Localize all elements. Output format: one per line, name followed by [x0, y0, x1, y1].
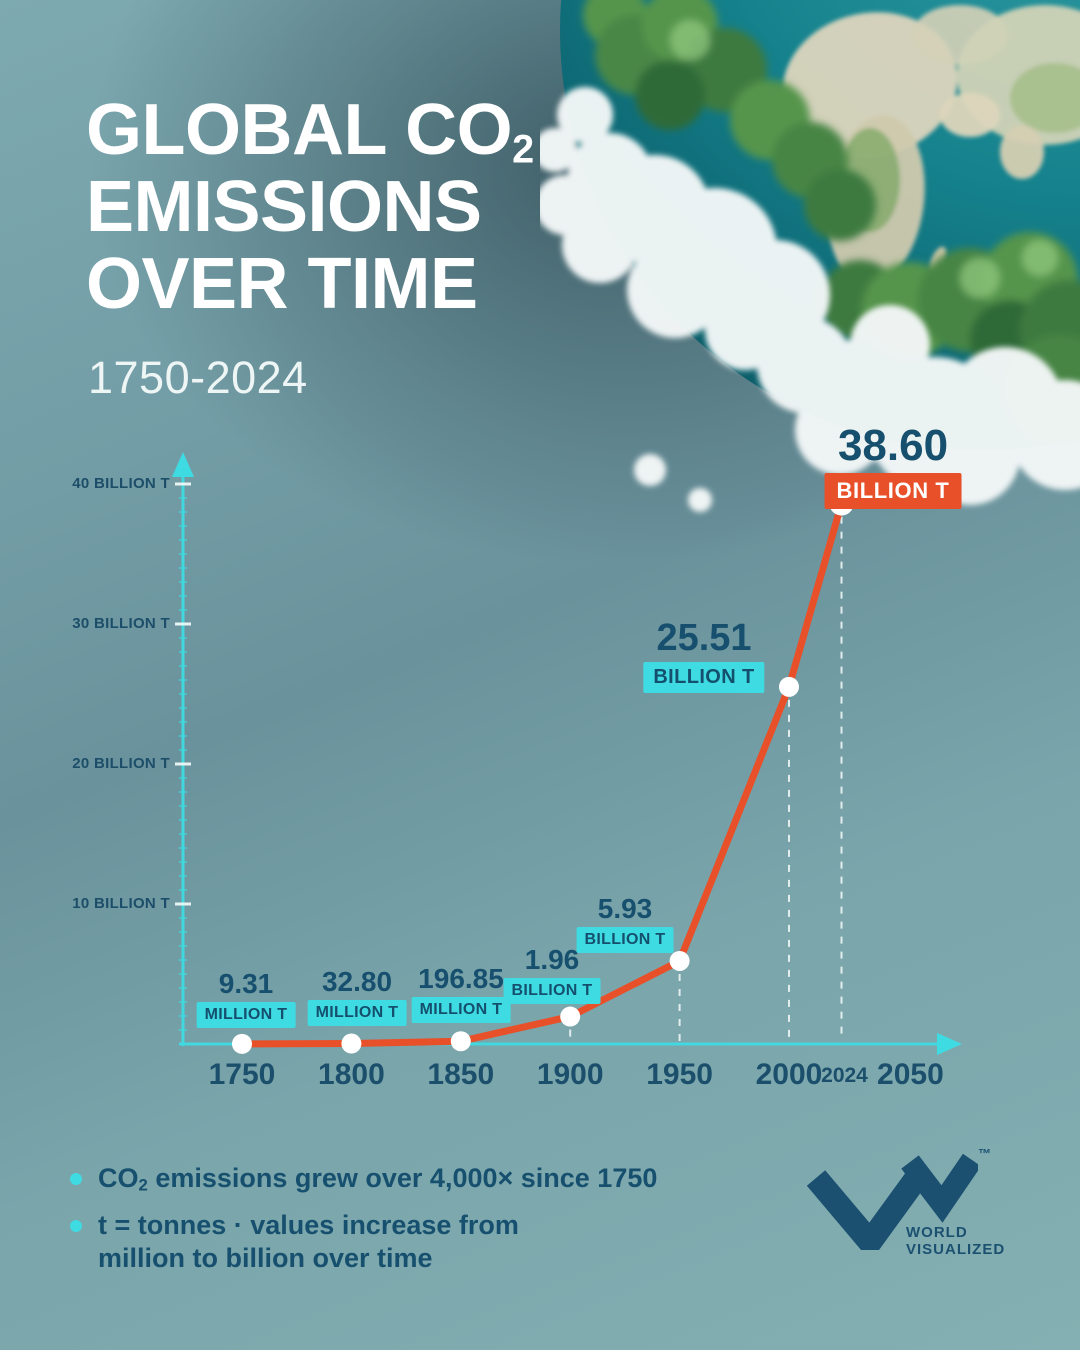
value-text: 196.85 [418, 963, 504, 994]
x-tick-label: 2024 [821, 1064, 868, 1087]
value-text: 32.80 [321, 966, 393, 997]
earth-illustration [540, 0, 1080, 512]
note1-text: emissions grew over 4,000× since 1750 [147, 1163, 658, 1193]
data-point-dot [450, 1031, 471, 1052]
value-text: 25.51 [656, 617, 752, 659]
title-line-2: EMISSIONS [86, 167, 482, 247]
unit-badge: BILLION T [503, 978, 601, 1004]
data-point-label: 9.31 MILLION T [196, 968, 296, 1028]
data-point-dot [232, 1033, 252, 1054]
x-axis-arrow-icon [937, 1033, 962, 1055]
note1-subscript: 2 [138, 1175, 148, 1195]
data-point-dot [341, 1033, 362, 1054]
title-line-3: OVER TIME [86, 244, 478, 324]
data-point-label: 32.80 MILLION T [307, 966, 407, 1026]
note1-prefix: CO [98, 1163, 139, 1193]
x-tick-label: 2050 [877, 1058, 944, 1091]
data-point-dot [779, 676, 799, 697]
note2-line1: t = tonnes · values increase from [98, 1210, 519, 1240]
title-line1-text: GLOBAL CO [86, 90, 513, 170]
x-tick-label: 1950 [646, 1058, 713, 1091]
cloud-blobs [540, 87, 1080, 512]
y-tick-label: 20 BILLION T [72, 755, 170, 772]
x-tick-label: 1850 [427, 1058, 495, 1091]
trademark-symbol: ™ [978, 1146, 991, 1161]
page-title: GLOBAL CO2 EMISSIONS OVER TIME [86, 92, 534, 323]
value-text: 5.93 [597, 893, 653, 924]
data-point-dot [560, 1006, 581, 1027]
note2-line2: million to billion over time [98, 1243, 433, 1273]
data-point-label: 25.51 BILLION T [643, 617, 765, 693]
x-tick-label: 1900 [536, 1058, 604, 1091]
note-item-growth: CO2 emissions grew over 4,000× since 175… [70, 1162, 657, 1195]
value-text: 9.31 [218, 968, 274, 999]
brand-name: WORLD VISUALIZED [906, 1224, 1005, 1258]
value-text: 1.96 [524, 944, 580, 975]
title-subscript: 2 [512, 127, 534, 172]
unit-badge: MILLION T [411, 997, 511, 1023]
data-point-label: 196.85 MILLION T [411, 963, 511, 1023]
unit-badge: MILLION T [196, 1002, 296, 1028]
y-tick-label: 40 BILLION T [72, 475, 170, 492]
y-tick-label: 10 BILLION T [72, 895, 170, 912]
brand-name-line1: WORLD [906, 1224, 968, 1241]
note-item-units: t = tonnes · values increase from millio… [70, 1209, 657, 1275]
unit-badge: BILLION T [576, 927, 674, 953]
subtitle-years: 1750-2024 [88, 352, 308, 403]
x-tick-label: 2000 [755, 1058, 823, 1091]
wv-monogram-icon [806, 1153, 982, 1262]
brand-name-line2: VISUALIZED [906, 1241, 1006, 1258]
emissions-line [238, 500, 846, 1048]
data-point-label: 1.96 BILLION T [503, 944, 601, 1004]
brand-logo: ™ WORLD VISUALIZED [806, 1146, 1036, 1266]
bullet-dot [70, 1220, 82, 1232]
bullet-dot [70, 1173, 82, 1185]
footer-notes: CO2 emissions grew over 4,000× since 175… [70, 1162, 657, 1289]
x-tick-label: 1800 [318, 1058, 385, 1091]
y-axis-arrow-icon [172, 452, 194, 477]
continent-shapes [782, 5, 1080, 285]
unit-badge: BILLION T [643, 662, 765, 693]
title-line-1: GLOBAL CO2 [86, 90, 534, 172]
y-tick-label: 30 BILLION T [72, 615, 170, 632]
unit-badge: MILLION T [307, 1000, 407, 1026]
data-point-label: 5.93 BILLION T [576, 893, 674, 953]
x-tick-label: 1750 [208, 1058, 276, 1091]
data-point-dot [669, 950, 690, 971]
